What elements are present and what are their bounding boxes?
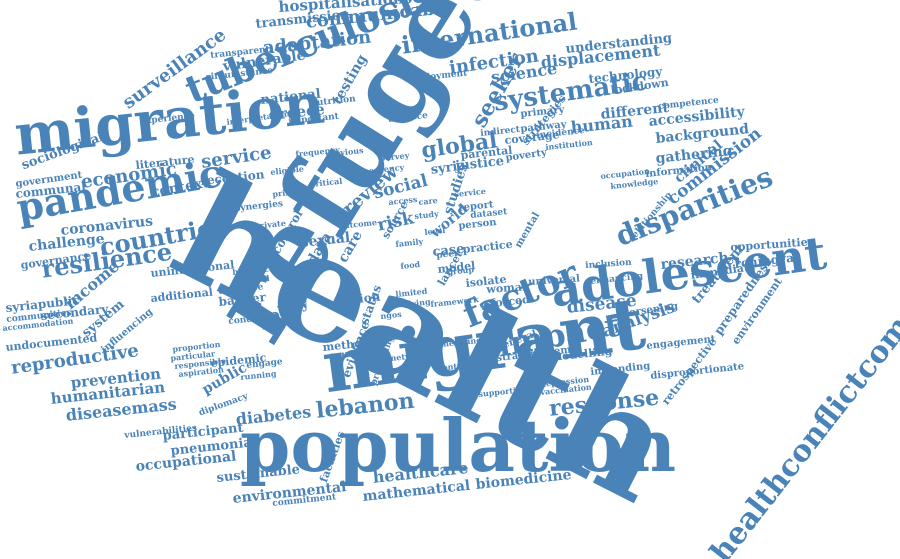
cloud-word: dataset bbox=[469, 207, 508, 221]
cloud-word: population bbox=[240, 403, 677, 488]
cloud-word: ngos bbox=[379, 308, 403, 321]
cloud-word: mental bbox=[513, 210, 543, 250]
cloud-word: running bbox=[239, 368, 277, 382]
cloud-word: study bbox=[413, 208, 440, 221]
cloud-word: service bbox=[453, 185, 487, 199]
cloud-word: level bbox=[423, 224, 446, 237]
cloud-word: engage bbox=[245, 357, 284, 371]
cloud-word: trial bbox=[249, 273, 271, 285]
cloud-word: group bbox=[446, 264, 475, 277]
cloud-word: survey bbox=[379, 149, 410, 163]
cloud-word: family bbox=[394, 236, 424, 249]
cloud-word: care bbox=[417, 194, 439, 207]
cloud-word: living bbox=[404, 296, 431, 309]
cloud-word: food bbox=[399, 258, 421, 271]
cloud-word: practice bbox=[461, 237, 514, 256]
